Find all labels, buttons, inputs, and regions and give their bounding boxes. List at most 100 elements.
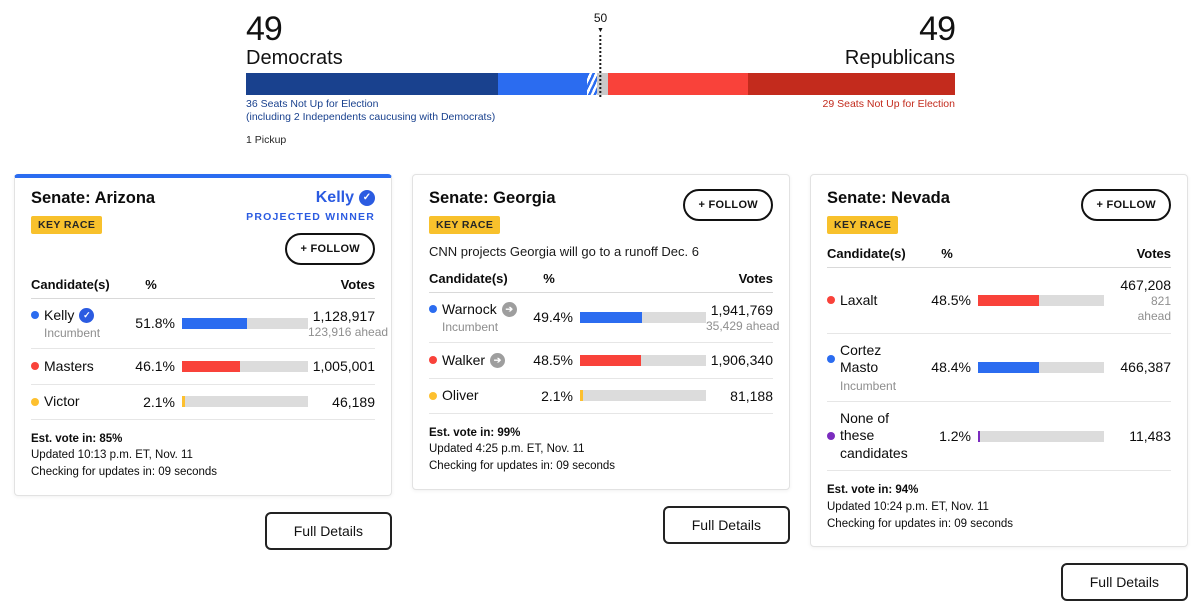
candidate-percent: 51.8%	[135, 315, 175, 332]
candidate-votes: 1,005,001	[312, 358, 375, 375]
race-title: Senate: Arizona	[31, 188, 156, 207]
full-details-button[interactable]: Full Details	[264, 511, 392, 550]
dem-side: 49 Democrats	[246, 12, 343, 70]
percent-bar-fill	[182, 360, 241, 372]
race-title: Senate: Nevada	[827, 188, 950, 207]
percent-bar	[580, 354, 706, 366]
checking-updates: Checking for updates in: 09 seconds	[827, 517, 1014, 530]
percent-bar-fill	[978, 294, 1040, 306]
candidate-row: Masters 46.1% 1,005,001	[31, 349, 375, 385]
party-dot-icon	[827, 296, 835, 305]
candidate-votes: 466,387	[1120, 359, 1171, 376]
col-candidates: Candidate(s)	[429, 270, 508, 286]
race-card-arizona: Senate: Arizona KEY RACE Kelly ✓ PROJECT…	[14, 173, 392, 550]
full-details-button[interactable]: Full Details	[1060, 563, 1188, 601]
follow-button[interactable]: + FOLLOW	[683, 188, 773, 221]
percent-bar-fill	[580, 354, 642, 366]
dem-seats-note: 36 Seats Not Up for Election	[246, 97, 379, 110]
candidate-name: Oliver	[442, 386, 479, 403]
runoff-arrow-icon: ➔	[490, 352, 506, 368]
bop-header: 49 Democrats 49 Republicans	[246, 10, 956, 70]
race-card-nevada: Senate: Nevada KEY RACE + FOLLOW Candida…	[810, 173, 1188, 601]
votes-ahead: 123,916 ahead	[308, 324, 389, 339]
key-race-badge: KEY RACE	[31, 215, 103, 234]
race-subtitle: CNN projects Georgia will go to a runoff…	[429, 243, 699, 259]
candidate-percent: 2.1%	[541, 387, 573, 404]
candidate-row: Warnock ➔ Incumbent 49.4% 1,941,769 35,4…	[429, 293, 780, 344]
seg-dem-leading-hatched	[587, 72, 597, 95]
key-race-badge: KEY RACE	[429, 215, 501, 234]
candidate-row: Kelly ✓ Incumbent 51.8% 1,128,917 123,91…	[31, 299, 389, 350]
percent-bar-fill	[580, 311, 643, 323]
seg-undecided	[596, 72, 609, 95]
seg-dem-won	[497, 72, 588, 95]
candidate-subtitle: Incumbent	[442, 320, 499, 335]
percent-bar-fill	[580, 390, 583, 402]
candidate-row: Laxalt 48.5% 467,208 821 ahead	[827, 268, 1171, 334]
runoff-arrow-icon: ➔	[501, 301, 517, 317]
card-georgia: Senate: Georgia KEY RACE + FOLLOW CNN pr…	[412, 173, 790, 490]
card-arizona: Senate: Arizona KEY RACE Kelly ✓ PROJECT…	[14, 173, 392, 496]
votes-ahead: 35,429 ahead	[706, 318, 780, 333]
table-header: Candidate(s) % Votes	[827, 234, 1171, 268]
candidate-row: Cortez Masto Incumbent 48.4% 466,387	[827, 334, 1171, 402]
candidate-percent: 48.5%	[931, 292, 971, 309]
candidate-name: Laxalt	[840, 291, 878, 308]
table-header: Candidate(s) % Votes	[31, 265, 375, 299]
updated-time: Updated 10:24 p.m. ET, Nov. 11	[827, 501, 989, 514]
candidate-votes: 1,941,769	[710, 301, 773, 318]
est-vote-in: Est. vote in: 99%	[429, 426, 521, 439]
title-block: Senate: Georgia KEY RACE	[429, 189, 556, 234]
dem-notes: 36 Seats Not Up for Election (including …	[246, 98, 495, 148]
candidate-name: Masters	[44, 357, 94, 374]
col-percent: %	[941, 245, 953, 261]
party-dot-icon	[31, 311, 39, 320]
full-details-button[interactable]: Full Details	[662, 505, 790, 544]
majority-marker-triangle-icon: ▼	[597, 27, 604, 35]
rep-party-label: Republicans	[844, 46, 955, 69]
dem-seat-count: 49	[246, 10, 283, 48]
candidate-percent: 2.1%	[143, 393, 175, 410]
percent-bar-fill	[182, 317, 248, 329]
candidate-row: None of these candidates 1.2% 11,483	[827, 402, 1171, 472]
card-nevada: Senate: Nevada KEY RACE + FOLLOW Candida…	[810, 173, 1188, 548]
rep-seat-count: 49	[919, 10, 956, 48]
bop-bar	[246, 72, 955, 95]
party-dot-icon	[429, 391, 437, 400]
pickup-note: 1 Pickup	[246, 133, 287, 146]
candidate-votes: 467,208	[1120, 276, 1171, 293]
projected-winner-block: Kelly ✓ PROJECTED WINNER + FOLLOW	[246, 189, 375, 265]
percent-bar	[978, 361, 1104, 373]
majority-marker-line	[599, 35, 602, 97]
percent-bar	[182, 396, 308, 408]
updated-time: Updated 10:13 p.m. ET, Nov. 11	[31, 449, 193, 462]
percent-bar	[580, 311, 706, 323]
rep-side: 49 Republicans	[844, 10, 956, 70]
col-candidates: Candidate(s)	[31, 276, 110, 292]
party-dot-icon	[31, 397, 39, 406]
candidate-name: Warnock	[442, 300, 497, 317]
candidate-percent: 48.5%	[533, 352, 573, 369]
card-footer: Est. vote in: 85% Updated 10:13 p.m. ET,…	[31, 420, 375, 481]
follow-button[interactable]: + FOLLOW	[1081, 188, 1171, 221]
percent-bar	[978, 430, 1104, 442]
candidate-name: Victor	[44, 392, 80, 409]
col-percent: %	[543, 270, 555, 286]
seg-rep-won	[608, 72, 748, 95]
est-vote-in: Est. vote in: 85%	[31, 432, 123, 445]
col-votes: Votes	[1136, 245, 1171, 261]
candidate-subtitle: Incumbent	[840, 378, 897, 393]
percent-bar-fill	[978, 430, 980, 442]
candidate-name: Cortez Masto	[840, 341, 882, 376]
candidate-votes: 11,483	[1129, 428, 1171, 445]
col-percent: %	[145, 276, 157, 292]
majority-label: 50	[593, 11, 608, 25]
candidate-percent: 49.4%	[533, 309, 573, 326]
key-race-badge: KEY RACE	[827, 215, 899, 234]
col-votes: Votes	[738, 270, 773, 286]
title-block: Senate: Arizona KEY RACE	[31, 189, 155, 234]
percent-bar	[978, 294, 1104, 306]
follow-button[interactable]: + FOLLOW	[285, 232, 375, 265]
bop-notes: 36 Seats Not Up for Election (including …	[246, 98, 955, 148]
votes-ahead: 821	[1150, 293, 1171, 308]
